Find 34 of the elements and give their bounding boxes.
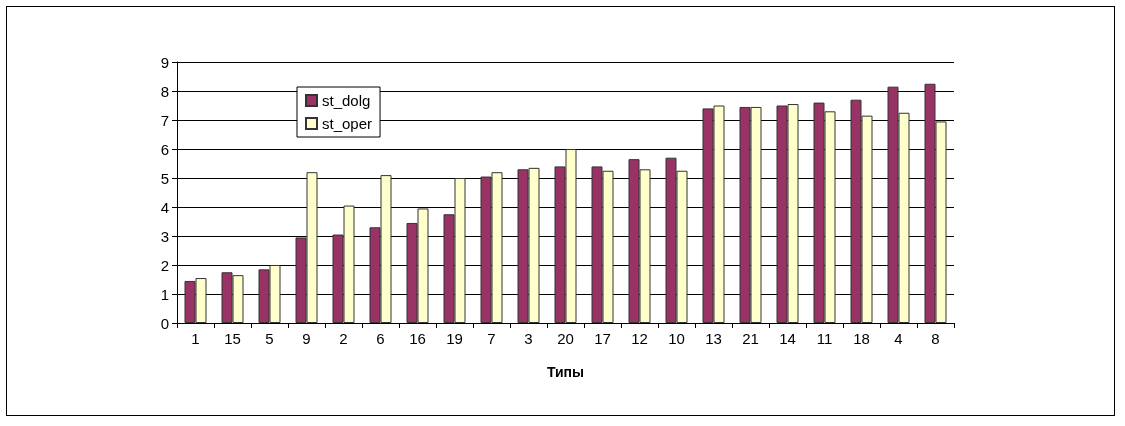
x-tick-label: 18 bbox=[853, 330, 870, 347]
x-tick-label: 1 bbox=[191, 330, 200, 347]
y-tick-label: 4 bbox=[160, 198, 169, 216]
x-tick-label: 11 bbox=[816, 330, 833, 347]
y-tick-label: 6 bbox=[160, 140, 169, 158]
y-tick-label: 9 bbox=[160, 53, 169, 71]
y-tick-label: 3 bbox=[160, 227, 169, 245]
x-tick-label: 20 bbox=[557, 330, 574, 347]
x-tick-label: 16 bbox=[409, 330, 426, 347]
x-tick-label: 13 bbox=[705, 330, 722, 347]
x-tick-label: 19 bbox=[446, 330, 463, 347]
y-tick-label: 0 bbox=[160, 314, 169, 332]
y-tick-label: 5 bbox=[160, 169, 169, 187]
y-tick-label: 1 bbox=[160, 285, 169, 303]
x-tick-label: 6 bbox=[376, 330, 385, 347]
legend-label: st_oper bbox=[322, 115, 373, 132]
x-tick-label: 21 bbox=[742, 330, 759, 347]
x-tick-label: 12 bbox=[631, 330, 648, 347]
x-tick-label: 3 bbox=[524, 330, 533, 347]
x-tick-label: 14 bbox=[779, 330, 796, 347]
x-tick-label: 15 bbox=[224, 330, 241, 347]
y-tick-label: 7 bbox=[160, 111, 169, 129]
legend-label: st_dolg bbox=[322, 92, 371, 109]
x-tick-label: 4 bbox=[894, 330, 903, 347]
x-tick-label: 2 bbox=[339, 330, 348, 347]
x-tick-label: 10 bbox=[668, 330, 685, 347]
x-tick-label: 7 bbox=[487, 330, 496, 347]
y-tick-label: 8 bbox=[160, 82, 169, 100]
x-tick-label: 5 bbox=[265, 330, 274, 347]
x-tick-label: 9 bbox=[302, 330, 311, 347]
y-tick-label: 2 bbox=[160, 256, 169, 274]
x-axis-title: Типы bbox=[546, 364, 585, 380]
x-tick-label: 8 bbox=[931, 330, 940, 347]
x-tick-label: 17 bbox=[594, 330, 611, 347]
